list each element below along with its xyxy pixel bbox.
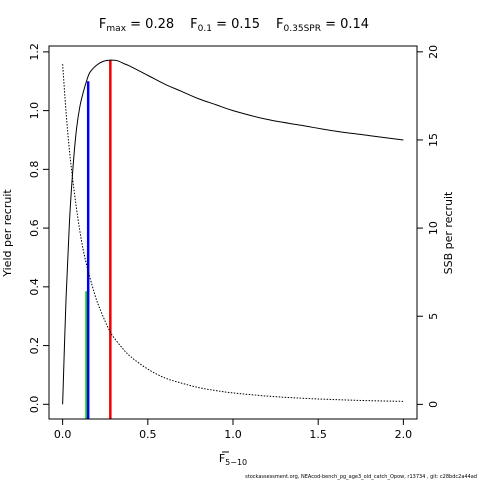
y-left-tick-label: 0.6 — [28, 219, 41, 237]
title-part: F — [190, 17, 197, 32]
title-value: = 0.15 — [212, 17, 260, 32]
chart-title: Fmax = 0.28 F0.1 = 0.15 F0.35SPR = 0.14 — [99, 17, 369, 34]
x-tick-label: 0.5 — [139, 428, 157, 441]
title-value: = 0.14 — [321, 17, 369, 32]
y-left-tick-label: 0.0 — [28, 396, 41, 414]
y-right-tick-label: 15 — [427, 133, 440, 147]
x-title-base: F — [219, 452, 225, 465]
x-axis-title: F5−10 — [219, 452, 247, 467]
x-tick-label: 1.5 — [309, 428, 327, 441]
x-tick-label: 1.0 — [224, 428, 242, 441]
x-axis: 0.0 0.5 1.0 1.5 2.0 — [54, 418, 413, 441]
y-axis-right: 0 5 10 15 20 — [417, 45, 440, 408]
y-left-tick-label: 0.4 — [28, 278, 41, 296]
title-part: F — [276, 17, 283, 32]
x-tick-label: 0.0 — [54, 428, 72, 441]
title-subscript: max — [106, 24, 126, 34]
x-title-subscript: 5−10 — [225, 458, 247, 467]
y-right-tick-label: 5 — [427, 313, 440, 320]
y-left-tick-label: 0.2 — [28, 337, 41, 355]
y-axis-left: 0.0 0.2 0.4 0.6 0.8 1.0 1.2 — [28, 43, 49, 413]
series-group — [62, 59, 404, 405]
y-axis-left-title: Yield per recruit — [1, 189, 14, 278]
plot-frame — [48, 45, 418, 420]
y-left-tick-label: 1.2 — [28, 43, 41, 61]
y-left-tick-label: 1.0 — [28, 102, 41, 120]
y-axis-right-title: SSB per recruit — [442, 191, 455, 274]
series-yield-per-recruit — [62, 59, 404, 405]
title-subscript: 0.1 — [198, 24, 212, 34]
title-subscript: 0.35SPR — [284, 24, 321, 34]
title-part: F — [99, 17, 106, 32]
series-ssb-per-recruit — [62, 64, 404, 402]
y-right-tick-label: 0 — [427, 401, 440, 408]
footer-text: stockassessment.org, NEAcod-bench_pg_age… — [245, 474, 477, 480]
x-tick-label: 2.0 — [395, 428, 413, 441]
reference-lines — [85, 60, 112, 419]
y-left-tick-label: 0.8 — [28, 161, 41, 179]
title-value: = 0.28 — [126, 17, 174, 32]
y-right-tick-label: 20 — [427, 45, 440, 59]
y-right-tick-label: 10 — [427, 221, 440, 235]
